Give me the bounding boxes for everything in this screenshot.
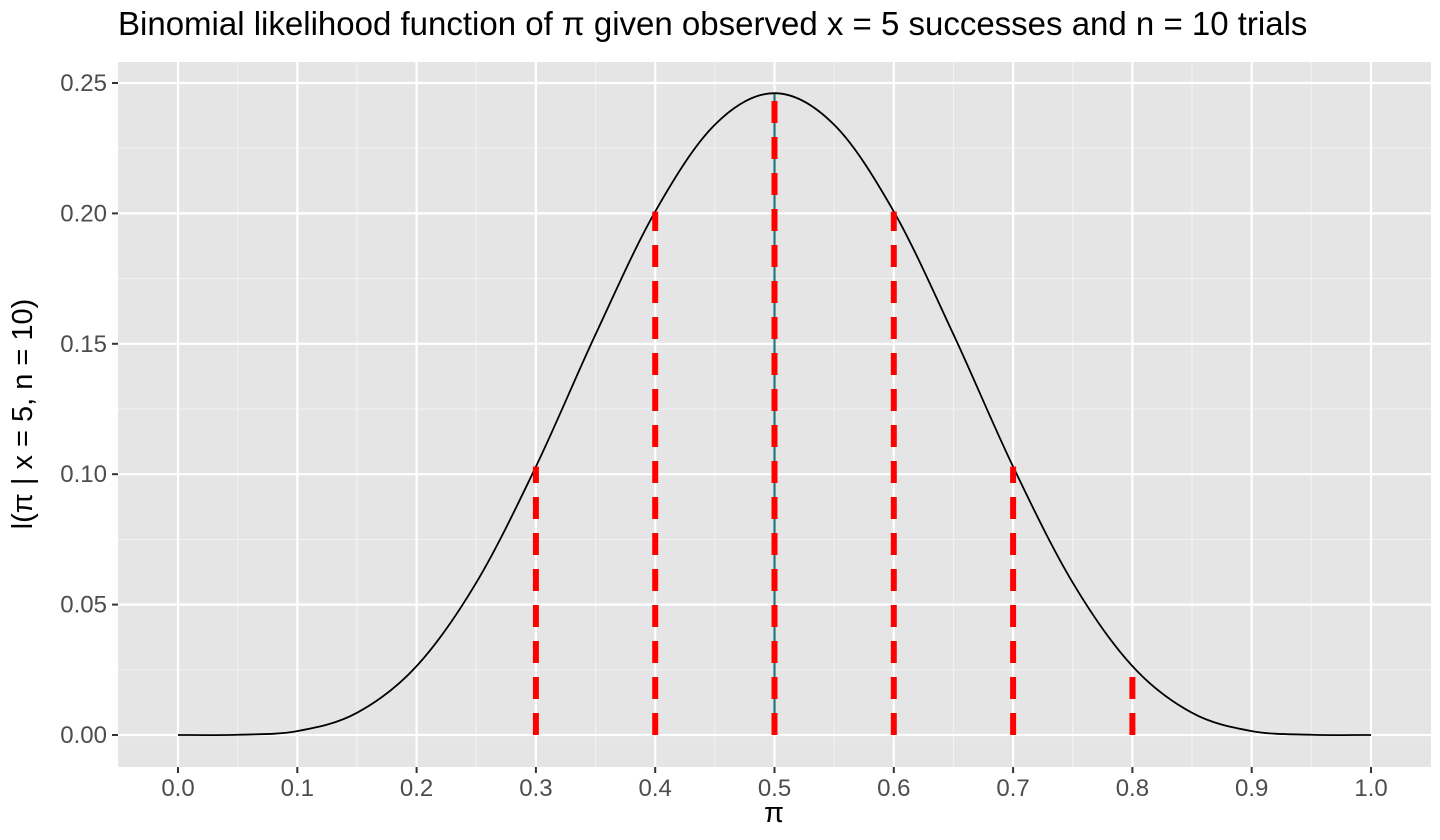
x-tick-label: 0.5 (758, 775, 791, 802)
chart-title: Binomial likelihood function of π given … (118, 5, 1307, 42)
x-tick-label: 0.1 (281, 775, 314, 802)
x-tick-label: 0.8 (1116, 775, 1149, 802)
x-tick-label: 0.2 (400, 775, 433, 802)
x-tick-label: 1.0 (1354, 775, 1387, 802)
x-tick-label: 0.4 (639, 775, 672, 802)
y-tick-label: 0.00 (60, 722, 107, 749)
x-tick-label: 0.3 (519, 775, 552, 802)
y-tick-label: 0.20 (60, 200, 107, 227)
x-tick-labels: 0.0 0.1 0.2 0.3 0.4 0.5 0.6 0.7 0.8 0.9 1.0 (161, 775, 1387, 802)
likelihood-curve-layer (177, 92, 1372, 736)
y-tick-label: 0.15 (60, 331, 107, 358)
x-axis-title: π (764, 797, 784, 829)
x-tick-label: 0.6 (877, 775, 910, 802)
y-axis-title: l(π | x = 5, n = 10) (7, 299, 39, 530)
y-tick-label: 0.10 (60, 461, 107, 488)
y-tick-label: 0.25 (60, 70, 107, 97)
y-tick-label: 0.05 (60, 592, 107, 619)
dashed-segments-layer (532, 93, 1136, 735)
axis-ticks (112, 82, 1372, 773)
x-tick-label: 0.7 (996, 775, 1029, 802)
likelihood-curve (177, 92, 1372, 736)
y-tick-labels: 0.00 0.05 0.10 0.15 0.20 0.25 (60, 70, 107, 749)
x-tick-label: 0.0 (161, 775, 194, 802)
x-tick-label: 0.9 (1235, 775, 1268, 802)
